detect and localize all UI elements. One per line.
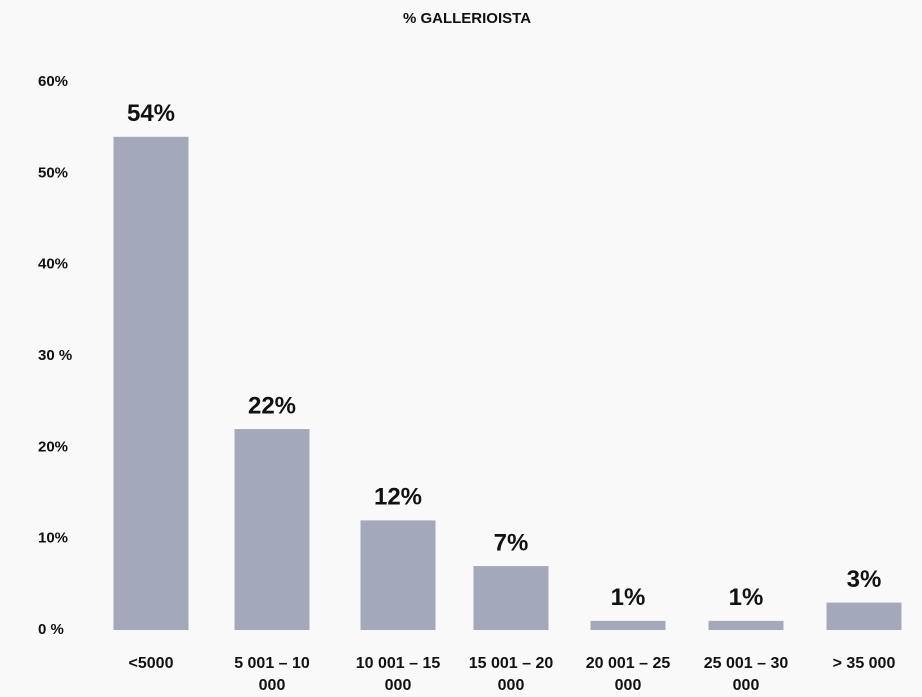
y-tick-label: 0 %: [38, 621, 64, 638]
x-tick-label: 15 001 – 20 000: [468, 655, 554, 694]
data-label: 1%: [611, 584, 646, 611]
y-tick-label: 60%: [38, 73, 68, 90]
data-label: 12%: [374, 484, 422, 511]
y-tick-label: 30 %: [38, 347, 72, 364]
x-tick-label: 20 001 – 25 000: [585, 655, 671, 694]
x-tick-label: <5000: [128, 655, 174, 672]
x-tick-label: > 35 000: [832, 655, 896, 672]
y-tick-label: 10%: [38, 530, 68, 547]
bar: [113, 136, 189, 631]
bar: [360, 520, 436, 630]
bar: [234, 429, 310, 630]
bar: [826, 602, 902, 630]
bar: [590, 620, 666, 630]
chart-title: % GALLERIOISTA: [403, 10, 531, 27]
x-tick-label: 10 001 – 15 000: [355, 655, 441, 694]
data-label: 54%: [127, 100, 175, 127]
bar: [473, 566, 549, 630]
y-tick-label: 40%: [38, 256, 68, 273]
y-tick-label: 50%: [38, 164, 68, 181]
data-label: 22%: [248, 392, 296, 419]
data-label: 3%: [847, 566, 882, 593]
data-label: 1%: [729, 584, 764, 611]
data-label: 7%: [494, 529, 529, 556]
x-tick-label: 25 001 – 30 000: [703, 655, 789, 694]
x-tick-label: 5 001 – 10 000: [234, 655, 310, 694]
bar: [708, 620, 784, 630]
y-tick-label: 20%: [38, 438, 68, 455]
